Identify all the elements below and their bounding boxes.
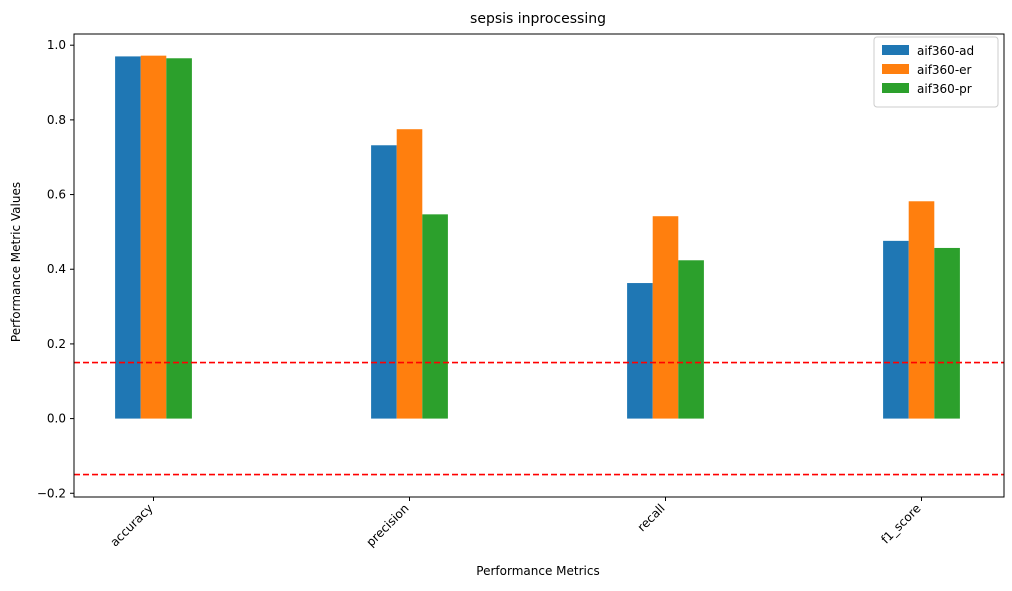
x-tick-label: f1_score: [878, 501, 923, 546]
bar-aif360-ad-recall: [627, 283, 653, 419]
bar-aif360-pr-recall: [678, 260, 704, 419]
x-tick-label: recall: [635, 501, 668, 534]
bar-aif360-er-recall: [652, 216, 679, 419]
y-tick-label: −0.2: [37, 486, 66, 500]
plot-frame: [73, 33, 1005, 498]
bar-aif360-er-f1_score: [908, 201, 935, 419]
bar-aif360-er-precision: [396, 129, 423, 419]
legend-swatch-aif360-ad: [882, 45, 909, 55]
bar-aif360-ad-precision: [371, 145, 397, 419]
chart-title: sepsis inprocessing: [470, 11, 606, 27]
bar-aif360-pr-f1_score: [934, 247, 960, 419]
x-axis-label: Performance Metrics: [476, 564, 599, 578]
legend-swatch-aif360-pr: [882, 83, 909, 93]
y-tick-label: 0.0: [47, 412, 66, 426]
legend-swatch-aif360-er: [882, 64, 909, 74]
legend-label-aif360-ad: aif360-ad: [917, 44, 974, 58]
x-tick-label: accuracy: [107, 501, 155, 549]
legend-label-aif360-er: aif360-er: [917, 63, 972, 77]
bar-aif360-pr-accuracy: [166, 58, 192, 419]
legend: aif360-ad aif360-er aif360-pr: [873, 36, 999, 108]
legend-label-aif360-pr: aif360-pr: [917, 82, 972, 96]
x-tick-label: precision: [363, 501, 411, 549]
y-tick-label: 1.0: [47, 38, 66, 52]
y-tick-label: 0.2: [47, 337, 66, 351]
y-axis-label: Performance Metric Values: [9, 182, 23, 342]
bar-aif360-ad-f1_score: [883, 240, 909, 419]
y-tick-label: 0.8: [47, 113, 66, 127]
bar-aif360-er-accuracy: [140, 55, 167, 419]
y-tick-label: 0.6: [47, 188, 66, 202]
y-tick-label: 0.4: [47, 262, 66, 276]
bar-aif360-pr-precision: [422, 214, 448, 419]
bar-aif360-ad-accuracy: [115, 56, 141, 419]
plot-area: −0.2 0.0 0.2 0.4 0.6 0.8 1.0 accuracy precision r…: [37, 33, 1005, 549]
